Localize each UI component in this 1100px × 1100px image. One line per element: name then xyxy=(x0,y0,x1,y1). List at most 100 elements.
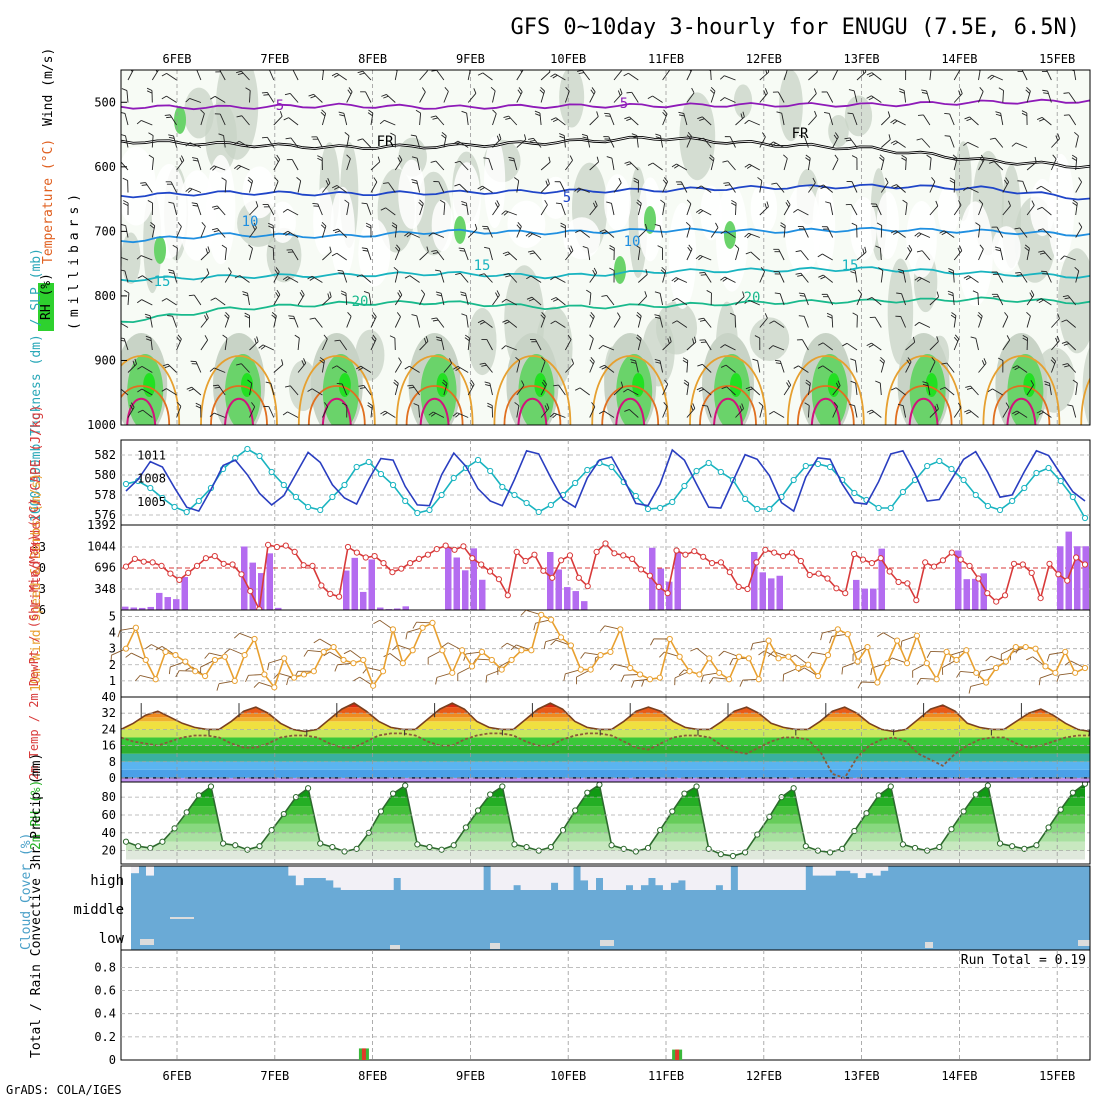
wind-barb-feather xyxy=(963,141,968,146)
wind-barb-feather xyxy=(1038,299,1044,304)
wind-barb-feather xyxy=(550,297,557,301)
wind-barb-feather xyxy=(453,365,459,370)
wind-barb-feather xyxy=(850,271,856,274)
wind-barb-feather xyxy=(1025,89,1030,94)
high-cloud-clear xyxy=(453,866,462,890)
high-cloud-clear xyxy=(378,866,387,890)
wind-barb-feather xyxy=(510,644,517,651)
wind-barb xyxy=(266,92,275,103)
wind-barb xyxy=(213,412,226,418)
wind-barb-feather xyxy=(452,412,458,417)
wind-speed-point xyxy=(844,631,851,638)
wind-barb-feather xyxy=(636,199,642,204)
wind-barb-feather xyxy=(578,72,585,74)
wind-barb xyxy=(394,383,399,396)
wind-barb-feather xyxy=(492,109,497,114)
wind-barb xyxy=(366,248,372,261)
thickness-point xyxy=(826,463,834,471)
wind-barb-feather xyxy=(798,315,805,317)
wind-barb-feather xyxy=(168,271,175,274)
rh2m-point xyxy=(426,843,433,851)
cape-bar xyxy=(768,578,775,610)
wind-barb xyxy=(218,384,226,396)
wind-barb-feather xyxy=(344,132,350,137)
wind-barb xyxy=(778,271,785,283)
wind-barb-feather xyxy=(534,113,541,117)
wind-barb-feather xyxy=(857,681,862,689)
wind-speed-point xyxy=(498,666,505,673)
isotherm-line xyxy=(297,355,376,425)
lifted-index-point xyxy=(824,575,831,582)
rh-band xyxy=(126,841,1085,851)
wind-barb xyxy=(702,363,712,373)
wind-barb xyxy=(173,135,178,148)
wind-barb-feather xyxy=(130,65,133,69)
wind-barb-feather xyxy=(691,87,695,94)
wind-barb-feather xyxy=(357,138,363,141)
wind-barb-feather xyxy=(805,379,811,384)
wind-barb-feather xyxy=(155,70,158,73)
wind-barb-feather xyxy=(137,388,143,393)
wind-barb xyxy=(700,208,712,216)
wind-barb-feather xyxy=(609,267,615,271)
wind-barb-feather xyxy=(577,70,583,72)
cloud-level-label: middle xyxy=(73,902,124,918)
wind-barb-feather xyxy=(242,291,248,294)
wind-barb xyxy=(772,345,785,351)
wind-barb-feather xyxy=(989,75,995,80)
high-cloud-clear xyxy=(865,866,874,874)
wind-barb xyxy=(540,183,550,193)
wind-barb-feather xyxy=(590,357,595,362)
lifted-index-point xyxy=(264,541,272,549)
wind-barb-feather xyxy=(563,673,566,681)
wind-barb-feather xyxy=(574,187,579,192)
wind-barb-feather xyxy=(168,134,174,137)
high-cloud-clear xyxy=(340,866,349,890)
wind-barb-feather xyxy=(357,70,363,74)
wind-barb xyxy=(370,405,373,418)
rh2m-point xyxy=(911,844,919,852)
wind-speed-point xyxy=(913,632,921,639)
wind-barb-feather xyxy=(309,277,315,281)
wind-barb-feather xyxy=(722,277,728,282)
wind-barb xyxy=(141,120,153,126)
wind-barb-feather xyxy=(331,365,337,369)
temperature-band xyxy=(121,769,1090,778)
wind-barb xyxy=(224,271,232,283)
wind-barb-feather xyxy=(175,670,180,678)
lifted-index-point xyxy=(238,571,245,578)
rh2m-point xyxy=(899,841,907,848)
wind-barb-feather xyxy=(550,320,556,325)
wind-barb-feather xyxy=(344,199,350,204)
wind-barb-feather xyxy=(505,117,511,120)
rh2m-point xyxy=(1033,842,1040,849)
ytick-precip: 0.4 xyxy=(94,1007,116,1021)
wind-speed-point xyxy=(953,656,960,664)
wind-barb-feather xyxy=(580,652,586,659)
x-axis-dates-top: 6FEB 7FEB 8FEB 9FEB 10FEB 11FEB 12FEB 13FEB 14FE… xyxy=(163,52,1076,66)
wind-barb-feather xyxy=(348,87,353,93)
wind-barb-feather xyxy=(460,294,467,297)
wind-barb-feather xyxy=(361,247,368,250)
wind-barb-feather xyxy=(593,202,597,208)
wind-barb xyxy=(540,408,550,418)
wind-barb-feather xyxy=(1078,177,1082,183)
wind-barb-feather xyxy=(140,182,146,184)
wind-speed-point xyxy=(468,663,476,670)
wind-barb-feather xyxy=(222,334,228,339)
wind-barb xyxy=(268,406,275,418)
date-label-top: 10FEB xyxy=(550,52,586,66)
wind-barb-feather xyxy=(1030,290,1035,296)
thickness-point xyxy=(256,452,263,460)
date-label-top: 13FEB xyxy=(844,52,880,66)
wind-barb xyxy=(1002,205,1011,216)
wind-barb-feather xyxy=(896,292,902,295)
wind-barb-feather xyxy=(887,111,891,117)
ytick-pressure: 500 xyxy=(94,95,116,109)
wind-barb-feather xyxy=(209,367,215,372)
wind-barb-feather xyxy=(795,250,802,253)
wind-barb xyxy=(613,70,622,81)
wind-barb-feather xyxy=(372,312,377,318)
wind-barb xyxy=(969,116,979,126)
high-cloud-clear xyxy=(857,866,866,878)
